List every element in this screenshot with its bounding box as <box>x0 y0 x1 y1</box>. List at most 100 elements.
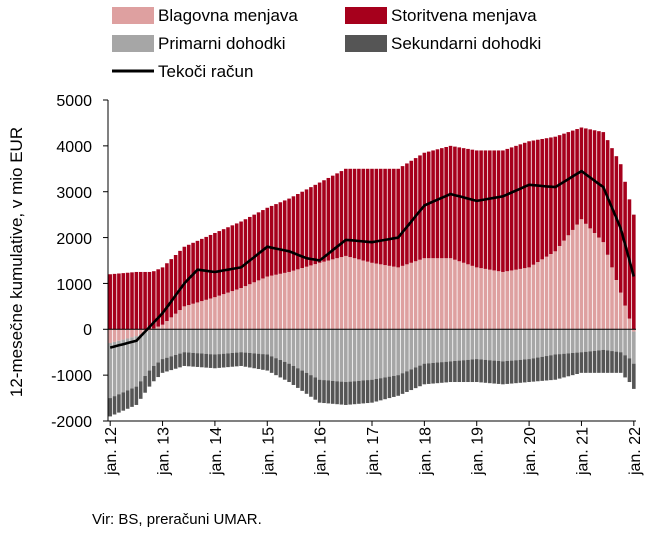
bar-primarni <box>549 329 553 356</box>
bar-primarni <box>361 329 366 381</box>
bar-sekundarni <box>326 380 331 404</box>
bar-blagovna <box>440 258 444 330</box>
bar-sekundarni <box>627 358 632 383</box>
bar-storitvena <box>239 221 243 289</box>
bar-blagovna <box>592 232 597 330</box>
bar-storitvena <box>243 219 248 287</box>
bar-primarni <box>601 329 606 350</box>
bar-sekundarni <box>278 360 283 378</box>
y-tick-label: 3000 <box>56 185 92 202</box>
bar-sekundarni <box>453 361 457 383</box>
x-tick-label: jan. 22 <box>627 427 644 476</box>
bar-blagovna <box>125 329 130 339</box>
bar-primarni <box>461 329 466 361</box>
bar-primarni <box>287 329 291 364</box>
x-tick-label: jan. 18 <box>417 427 434 476</box>
bar-blagovna <box>466 264 470 330</box>
bar-storitvena <box>195 240 200 303</box>
bar-blagovna <box>448 258 453 330</box>
bar-sekundarni <box>138 381 143 399</box>
bar-sekundarni <box>623 355 627 378</box>
y-tick-label: 4000 <box>56 139 92 156</box>
x-tick-labels: jan. 12 jan. 13 jan. 14 jan. 15 jan. 16 jan. … <box>103 427 644 476</box>
bar-storitvena <box>387 168 392 266</box>
bar-blagovna <box>130 329 134 338</box>
x-tick-label: jan. 20 <box>522 427 539 476</box>
bar-primarni <box>282 329 287 362</box>
bar-sekundarni <box>117 394 121 413</box>
bar-sekundarni <box>531 358 536 382</box>
bar-blagovna <box>549 254 553 330</box>
bar-storitvena <box>138 271 143 330</box>
bar-blagovna <box>344 255 348 330</box>
bar-primarni <box>256 329 261 354</box>
bar-blagovna <box>562 240 566 330</box>
bar-storitvena <box>483 150 488 269</box>
bar-storitvena <box>383 168 387 266</box>
bar-sekundarni <box>483 359 488 383</box>
bar-storitvena <box>291 196 296 271</box>
bar-primarni <box>501 329 505 362</box>
bar-storitvena <box>108 274 112 330</box>
bar-storitvena <box>330 175 335 260</box>
bar-blagovna <box>304 266 309 330</box>
bar-blagovna <box>627 318 632 330</box>
bar-blagovna <box>518 268 523 330</box>
bar-blagovna <box>287 271 291 330</box>
bar-sekundarni <box>470 359 475 383</box>
bar-sekundarni <box>256 353 261 370</box>
bar-storitvena <box>352 168 357 259</box>
bar-primarni <box>339 329 344 382</box>
legend-label-sekundarni: Sekundarni dohodki <box>391 34 541 53</box>
bar-storitvena <box>409 160 414 263</box>
bar-blagovna <box>265 276 270 330</box>
bar-sekundarni <box>488 360 492 384</box>
y-tick-label: -2000 <box>51 414 92 431</box>
x-tick-label: jan. 12 <box>103 427 120 476</box>
bar-sekundarni <box>505 361 510 384</box>
bar-primarni <box>317 329 322 380</box>
bar-primarni <box>492 329 496 361</box>
bar-primarni <box>230 329 235 353</box>
bar-blagovna <box>618 292 623 330</box>
bar-sekundarni <box>265 354 270 371</box>
legend-swatch-primarni <box>112 35 154 52</box>
bar-blagovna <box>296 269 300 330</box>
y-tick-label: 5000 <box>56 93 92 110</box>
bar-blagovna <box>601 242 606 330</box>
bar-sekundarni <box>282 361 287 380</box>
bar-primarni <box>278 329 283 361</box>
bar-primarni <box>400 329 405 374</box>
bar-sekundarni <box>492 360 496 384</box>
bar-blagovna <box>610 267 614 330</box>
bar-primarni <box>195 329 200 354</box>
bar-blagovna <box>514 269 518 330</box>
bar-storitvena <box>496 150 501 272</box>
bar-sekundarni <box>562 353 566 378</box>
bar-primarni <box>405 329 409 372</box>
bar-blagovna <box>226 292 230 330</box>
bar-sekundarni <box>296 368 300 388</box>
bar-sekundarni <box>178 353 182 368</box>
bar-primarni <box>457 329 462 361</box>
bar-primarni <box>370 329 374 380</box>
bar-blagovna <box>274 274 278 330</box>
bar-sekundarni <box>243 352 248 367</box>
bar-primarni <box>431 329 435 363</box>
bar-blagovna <box>570 229 575 330</box>
bar-blagovna <box>536 262 540 330</box>
bar-blagovna <box>435 258 440 330</box>
bar-storitvena <box>522 142 527 269</box>
bar-sekundarni <box>221 353 226 368</box>
bar-storitvena <box>230 225 235 292</box>
bar-primarni <box>248 329 252 353</box>
bar-storitvena <box>335 173 339 259</box>
bar-sekundarni <box>261 354 265 370</box>
y-tick-label: 1000 <box>56 277 92 294</box>
bar-sekundarni <box>632 363 636 389</box>
bar-storitvena <box>361 168 366 261</box>
bar-primarni <box>291 329 296 366</box>
bar-primarni <box>326 329 331 381</box>
bar-primarni <box>121 339 126 393</box>
